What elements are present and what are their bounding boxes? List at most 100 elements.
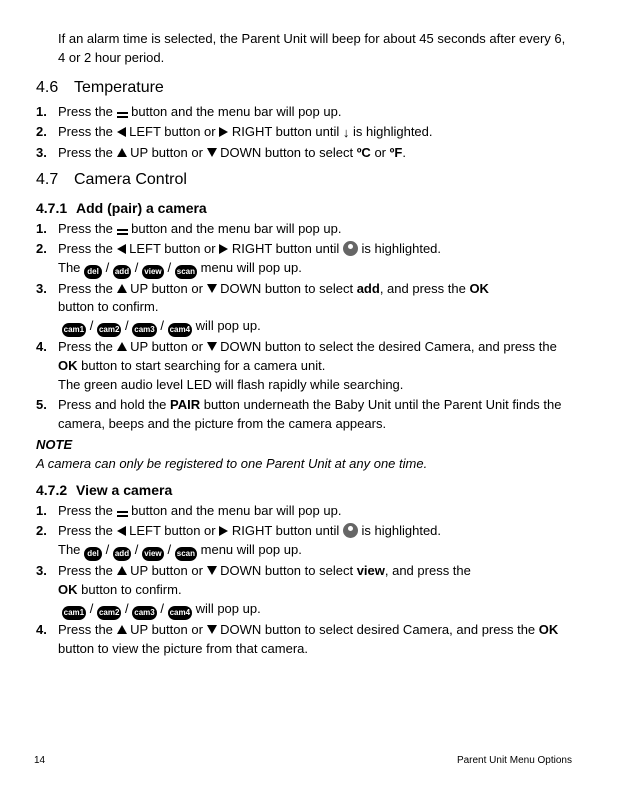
text: button to confirm.: [81, 582, 181, 597]
section-4-7-1-num: 4.7.1: [36, 198, 76, 218]
text: Press the: [58, 503, 117, 518]
text: DOWN button to select the desired Camera…: [217, 339, 557, 354]
text: RIGHT button until: [228, 523, 343, 538]
text: button and the menu bar will pop up.: [128, 221, 342, 236]
text: UP button or: [127, 563, 207, 578]
section-4-7-heading: 4.7Camera Control: [36, 168, 572, 191]
list-item: 4.Press the UP button or DOWN button to …: [58, 621, 572, 659]
right-arrow-icon: [219, 526, 228, 536]
text: /: [121, 318, 132, 333]
text: menu will pop up.: [201, 260, 302, 275]
section-4-6-heading: 4.6Temperature: [36, 76, 572, 99]
view-pill-icon: view: [142, 547, 164, 561]
list-item: 2.Press the LEFT button or RIGHT button …: [58, 240, 572, 279]
pair-label: PAIR: [170, 397, 200, 412]
down-arrow-icon: [207, 342, 217, 351]
text: /: [131, 542, 142, 557]
text: Press the: [58, 523, 117, 538]
menu-icon: [117, 104, 128, 119]
up-arrow-icon: [117, 625, 127, 634]
cam1-pill-icon: cam1: [62, 323, 86, 337]
page-footer: 14 Parent Unit Menu Options: [0, 754, 620, 769]
list-item: 2.Press the LEFT button or RIGHT button …: [58, 522, 572, 561]
cam3-pill-icon: cam3: [132, 606, 156, 620]
camera-icon: [343, 523, 358, 538]
text: UP button or: [127, 339, 207, 354]
up-arrow-icon: [117, 148, 127, 157]
text: Press the: [58, 241, 117, 256]
text: /: [102, 260, 113, 275]
text: DOWN button to select desired Camera, an…: [217, 622, 539, 637]
text: Press the: [58, 145, 117, 160]
scan-pill-icon: scan: [175, 547, 197, 561]
list-item: 3.Press the UP button or DOWN button to …: [58, 562, 572, 620]
text: /: [86, 601, 97, 616]
text: UP button or: [127, 281, 207, 296]
text: The green audio level LED will flash rap…: [58, 377, 403, 392]
list-item: 5.Press and hold the PAIR button underne…: [58, 396, 572, 434]
text: /: [164, 542, 175, 557]
add-pill-icon: add: [113, 547, 131, 561]
list-item: 2.Press the LEFT button or RIGHT button …: [58, 123, 572, 143]
section-4-6-list: 1.Press the button and the menu bar will…: [58, 103, 572, 163]
cam4-pill-icon: cam4: [168, 606, 192, 620]
text: Press the: [58, 339, 117, 354]
text: RIGHT button until: [228, 124, 343, 139]
ok-icon: OK: [58, 582, 78, 597]
page-number: 14: [34, 754, 45, 769]
text: button and the menu bar will pop up.: [128, 503, 342, 518]
text: The: [58, 542, 84, 557]
celsius-label: ºC: [357, 145, 371, 160]
left-arrow-icon: [117, 127, 126, 137]
intro-text: If an alarm time is selected, the Parent…: [58, 30, 572, 68]
left-arrow-icon: [117, 244, 126, 254]
text: is highlighted.: [362, 523, 442, 538]
fahrenheit-label: ºF: [390, 145, 403, 160]
list-item: 3.Press the UP button or DOWN button to …: [58, 280, 572, 338]
down-arrow-icon: [207, 566, 217, 575]
ok-icon: OK: [539, 622, 559, 637]
menu-icon: [117, 503, 128, 518]
text: .: [402, 145, 406, 160]
text: Press the: [58, 563, 117, 578]
ok-icon: OK: [469, 281, 489, 296]
cam1-pill-icon: cam1: [62, 606, 86, 620]
footer-title: Parent Unit Menu Options: [457, 754, 572, 769]
section-4-7-1-list: 1.Press the button and the menu bar will…: [58, 220, 572, 434]
text: will pop up.: [196, 318, 261, 333]
cam2-pill-icon: cam2: [97, 606, 121, 620]
text: /: [131, 260, 142, 275]
text: UP button or: [127, 622, 207, 637]
right-arrow-icon: [219, 244, 228, 254]
cam3-pill-icon: cam3: [132, 323, 156, 337]
text: /: [157, 318, 168, 333]
text: DOWN button to select: [217, 563, 357, 578]
up-arrow-icon: [117, 342, 127, 351]
cam2-pill-icon: cam2: [97, 323, 121, 337]
text: button to start searching for a camera u…: [78, 358, 326, 373]
list-item: 1.Press the button and the menu bar will…: [58, 220, 572, 239]
add-label: add: [357, 281, 380, 296]
menu-icon: [117, 221, 128, 236]
view-pill-icon: view: [142, 265, 164, 279]
text: LEFT button or: [126, 124, 220, 139]
scan-pill-icon: scan: [175, 265, 197, 279]
text: The: [58, 260, 84, 275]
down-arrow-icon: [207, 284, 217, 293]
view-label: view: [357, 563, 385, 578]
list-item: 3.Press the UP button or DOWN button to …: [58, 144, 572, 163]
section-4-7-1-heading: 4.7.1Add (pair) a camera: [36, 198, 572, 218]
text: , and press the: [380, 281, 470, 296]
section-4-7-1-title: Add (pair) a camera: [76, 200, 207, 216]
up-arrow-icon: [117, 566, 127, 575]
text: /: [121, 601, 132, 616]
note-text: A camera can only be registered to one P…: [36, 455, 572, 474]
list-item: 1.Press the button and the menu bar will…: [58, 502, 572, 521]
text: will pop up.: [196, 601, 261, 616]
text: /: [86, 318, 97, 333]
text: LEFT button or: [126, 241, 220, 256]
list-item: 1.Press the button and the menu bar will…: [58, 103, 572, 122]
text: is highlighted.: [362, 241, 442, 256]
down-arrow-icon: [207, 625, 217, 634]
text: Press the: [58, 281, 117, 296]
